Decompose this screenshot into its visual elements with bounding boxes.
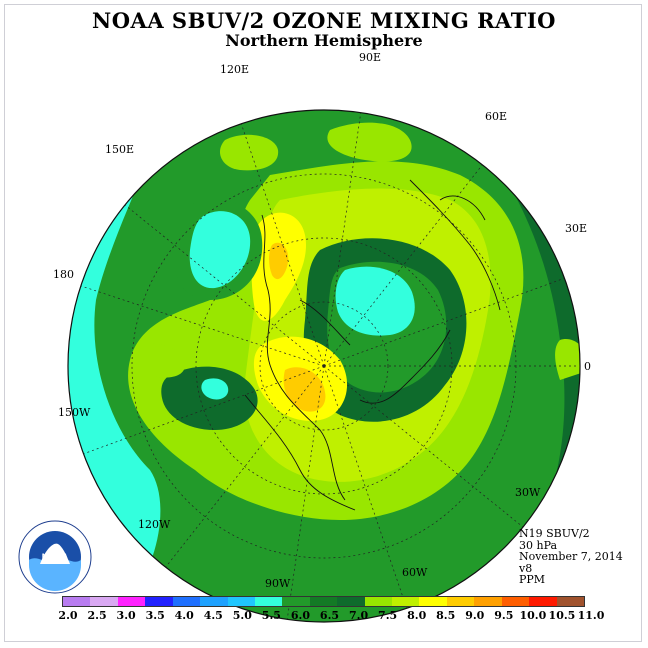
lon-label-150w: 150W (58, 406, 91, 419)
ozone-band-6.5-7.0-west (161, 366, 258, 430)
product-info: N19 SBUV/2 30 hPa November 7, 2014 v8 PP… (519, 528, 623, 586)
colorbar-segment (392, 597, 420, 606)
colorbar-segment (529, 597, 557, 606)
ozone-band-7.0-7.5-north (219, 134, 279, 171)
lon-label-120e: 120E (220, 63, 250, 76)
colorbar-tick-label: 6.5 (319, 609, 340, 622)
lon-label-120w: 120W (138, 518, 171, 531)
colorbar-tick-label: 8.5 (436, 609, 456, 622)
colorbar-segment (227, 597, 255, 606)
ozone-band-5.5-6.0-west (189, 211, 251, 289)
info-satellite: N19 SBUV/2 (519, 527, 590, 540)
lon-label-150e: 150E (105, 143, 135, 156)
ozone-band-9.0-9.5-2 (283, 367, 326, 412)
lon-label-60e: 60E (485, 110, 508, 123)
colorbar-tick-label: 9.0 (465, 609, 485, 622)
colorbar-tick-label: 7.0 (348, 609, 369, 622)
lon-label-30e: 30E (565, 222, 588, 235)
lon-label-60w: 60W (402, 566, 428, 579)
colorbar (62, 596, 585, 607)
ozone-band-5.5-6.0-center (335, 266, 415, 336)
colorbar-segment (90, 597, 118, 606)
colorbar-tick-label: 7.5 (378, 609, 398, 622)
map-subtitle: Northern Hemisphere (225, 31, 423, 50)
lon-label-180: 180 (53, 268, 74, 281)
colorbar-segment (145, 597, 173, 606)
colorbar-segment (446, 597, 475, 606)
ozone-band-7.0-7.5-east (555, 339, 580, 380)
graticule (68, 110, 579, 622)
lon-label-30w: 30W (515, 486, 541, 499)
colorbar-tick-label: 10.5 (548, 609, 576, 622)
colorbar-segment (337, 597, 365, 606)
colorbar-segment (364, 597, 393, 606)
colorbar-tick-label: 2.5 (87, 609, 107, 622)
colorbar-segment (200, 597, 228, 606)
info-units: PPM (519, 573, 546, 586)
colorbar-segment (419, 597, 447, 606)
lon-label-0: 0 (584, 360, 591, 373)
colorbar-segment (117, 597, 146, 606)
colorbar-segment (501, 597, 530, 606)
ozone-band-7.0-7.5-west2 (135, 343, 185, 378)
colorbar-segment (474, 597, 502, 606)
colorbar-tick-label: 11.0 (577, 609, 605, 622)
colorbar-tick-label: 10.0 (519, 609, 547, 622)
lon-label-90w: 90W (265, 577, 291, 590)
colorbar-tick-label: 5.5 (261, 609, 281, 622)
colorbar-tick-label: 6.0 (290, 609, 311, 622)
map-boundary (67, 109, 581, 623)
coastlines (244, 179, 501, 511)
noaa-logo-text: NOAA (42, 552, 69, 562)
colorbar-tick-label: 3.0 (116, 609, 136, 622)
info-version: v8 (519, 561, 533, 575)
info-level: 30 hPa (519, 538, 558, 552)
ozone-field (68, 110, 580, 622)
ozone-band-7.0-7.5-north2 (327, 122, 412, 162)
lon-label-90e: 90E (359, 51, 382, 64)
colorbar-tick-label: 3.5 (145, 609, 165, 622)
colorbar-tick-label: 8.0 (407, 609, 427, 622)
colorbar-segment (172, 597, 201, 606)
ozone-band-9.0-9.5 (269, 242, 289, 280)
info-date: November 7, 2014 (519, 550, 623, 563)
noaa-logo: NOAA (18, 520, 92, 594)
colorbar-segment (63, 597, 91, 606)
colorbar-tick-label: 4.5 (203, 609, 223, 622)
colorbar-segment (254, 597, 283, 606)
colorbar-tick-label: 9.5 (494, 609, 514, 622)
ozone-band-5.5-6.0-small (201, 378, 229, 400)
frame-border (4, 4, 642, 642)
map-title: NOAA SBUV/2 OZONE MIXING RATIO (92, 8, 556, 33)
colorbar-segment (309, 597, 338, 606)
colorbar-tick-label: 2.0 (58, 609, 78, 622)
colorbar-tick-label: 5.0 (232, 609, 252, 622)
colorbar-segment (282, 597, 310, 606)
colorbar-tick-label: 4.0 (174, 609, 194, 622)
colorbar-segment (556, 597, 585, 606)
